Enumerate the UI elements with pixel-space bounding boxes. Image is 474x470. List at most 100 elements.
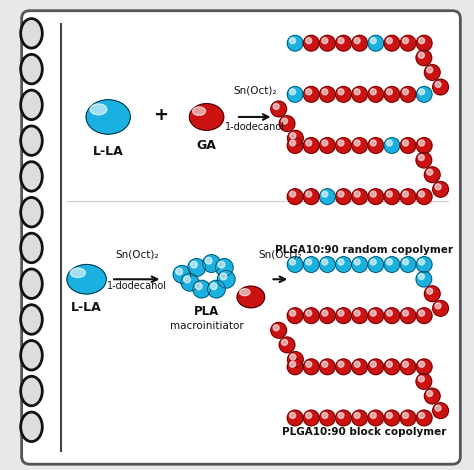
Circle shape [306, 89, 312, 95]
Circle shape [368, 35, 383, 51]
Ellipse shape [239, 289, 250, 296]
Circle shape [424, 286, 440, 302]
Circle shape [386, 310, 392, 316]
Circle shape [352, 359, 367, 375]
Circle shape [416, 189, 432, 204]
Circle shape [384, 308, 400, 323]
Circle shape [287, 138, 303, 153]
Circle shape [354, 140, 360, 146]
Circle shape [354, 361, 360, 367]
Ellipse shape [21, 412, 42, 442]
Circle shape [279, 337, 295, 353]
Circle shape [416, 35, 432, 51]
Circle shape [416, 257, 432, 273]
Circle shape [290, 354, 296, 360]
Circle shape [322, 310, 328, 316]
Text: Sn(Oct)₂: Sn(Oct)₂ [115, 250, 158, 259]
Circle shape [370, 140, 376, 146]
Circle shape [416, 308, 432, 323]
Circle shape [290, 38, 296, 44]
Circle shape [419, 361, 425, 367]
Ellipse shape [21, 126, 42, 156]
Circle shape [400, 257, 416, 273]
Circle shape [435, 81, 441, 87]
Circle shape [290, 310, 296, 316]
Circle shape [195, 283, 202, 290]
Ellipse shape [90, 104, 107, 115]
Circle shape [338, 259, 344, 265]
Circle shape [290, 133, 296, 139]
Circle shape [336, 359, 351, 375]
Ellipse shape [67, 265, 106, 294]
Circle shape [384, 257, 400, 273]
Circle shape [193, 280, 210, 298]
Ellipse shape [86, 100, 130, 134]
Circle shape [319, 257, 335, 273]
Circle shape [384, 410, 400, 426]
Circle shape [370, 191, 376, 197]
Circle shape [322, 413, 328, 418]
Circle shape [368, 410, 383, 426]
Circle shape [287, 359, 303, 375]
Circle shape [319, 308, 335, 323]
Circle shape [433, 300, 448, 316]
Circle shape [427, 67, 433, 73]
Circle shape [419, 140, 425, 146]
Circle shape [215, 258, 233, 276]
Circle shape [368, 138, 383, 153]
Circle shape [303, 138, 319, 153]
Circle shape [402, 89, 409, 95]
Circle shape [427, 169, 433, 175]
Circle shape [368, 86, 383, 102]
Circle shape [338, 89, 344, 95]
Circle shape [336, 308, 351, 323]
Circle shape [322, 140, 328, 146]
Circle shape [210, 283, 217, 290]
Circle shape [354, 191, 360, 197]
Ellipse shape [21, 197, 42, 227]
Circle shape [322, 361, 328, 367]
Text: Sn(Oct)₂: Sn(Oct)₂ [259, 250, 302, 259]
Circle shape [433, 181, 448, 197]
Circle shape [352, 138, 367, 153]
Circle shape [319, 138, 335, 153]
FancyBboxPatch shape [22, 11, 460, 464]
Text: +: + [153, 106, 168, 124]
Circle shape [273, 103, 279, 110]
Circle shape [402, 38, 409, 44]
Ellipse shape [21, 90, 42, 120]
Ellipse shape [21, 376, 42, 406]
Circle shape [290, 191, 296, 197]
Circle shape [183, 276, 191, 283]
Circle shape [386, 361, 392, 367]
Circle shape [400, 86, 416, 102]
Circle shape [370, 361, 376, 367]
Circle shape [354, 310, 360, 316]
Ellipse shape [71, 268, 85, 277]
Ellipse shape [21, 305, 42, 334]
Circle shape [319, 410, 335, 426]
Circle shape [354, 413, 360, 418]
Ellipse shape [21, 269, 42, 298]
Circle shape [306, 413, 312, 418]
Circle shape [386, 89, 392, 95]
Circle shape [220, 273, 227, 280]
Circle shape [319, 189, 335, 204]
Ellipse shape [21, 341, 42, 370]
Text: Sn(Oct)₂: Sn(Oct)₂ [233, 86, 276, 95]
Circle shape [386, 191, 392, 197]
Ellipse shape [237, 286, 264, 308]
Circle shape [287, 257, 303, 273]
Circle shape [433, 79, 448, 95]
Circle shape [287, 35, 303, 51]
Circle shape [288, 130, 303, 146]
Circle shape [336, 257, 351, 273]
Circle shape [322, 191, 328, 197]
Ellipse shape [189, 104, 224, 130]
Circle shape [279, 116, 295, 132]
Ellipse shape [21, 233, 42, 263]
Text: PLA: PLA [194, 305, 219, 318]
Ellipse shape [21, 162, 42, 191]
Circle shape [181, 274, 199, 291]
Circle shape [402, 361, 409, 367]
